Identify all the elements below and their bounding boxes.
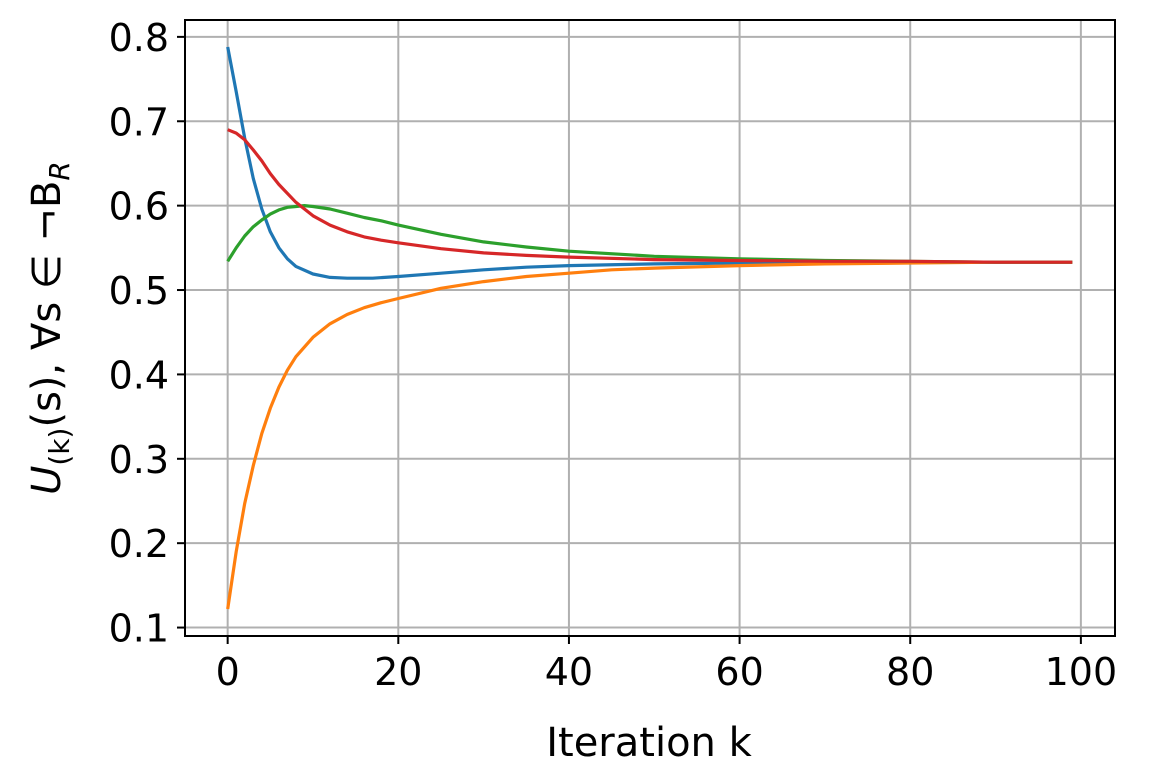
x-tick-label: 60 [715,650,763,694]
plot-frame [184,19,1116,637]
y-tick-label: 0.6 [109,185,169,229]
grid [185,20,1115,636]
y-axis-title-sub2: R [43,161,76,180]
series-line-1 [226,46,1073,280]
y-tick-label: 0.1 [109,607,169,651]
y-axis-title-mid: (s), ∀s ∈ ¬B [24,181,70,428]
y-tick-label: 0.3 [109,438,169,482]
y-axis-title: U(k)(s), ∀s ∈ ¬BR [24,161,76,495]
y-axis-title-sub: (k) [43,428,76,466]
y-tick-label: 0.4 [109,353,169,397]
x-tick-label: 40 [545,650,593,694]
series-line-3 [226,204,1073,264]
y-tick-label: 0.5 [109,269,169,313]
y-tick-label: 0.7 [109,100,169,144]
series-lines [226,46,1073,610]
y-tick-label: 0.8 [109,16,169,60]
x-axis-title-text: Iteration k [546,720,752,766]
x-tick-label: 20 [374,650,422,694]
y-axis-title-main: U [24,466,70,495]
x-axis-title: Iteration k [546,720,752,766]
x-tick-label: 0 [216,650,240,694]
tick-labels: 0 20 40 60 80 100 0.1 0.2 0.3 0.4 0.5 0.6 0.7 0.8 [109,16,1118,694]
y-tick-label: 0.2 [109,522,169,566]
series-line-2 [226,260,1073,610]
axis-ticks [177,35,1082,644]
series-line-4 [227,128,1073,264]
x-tick-label: 80 [886,650,934,694]
x-tick-label: 100 [1045,650,1118,694]
